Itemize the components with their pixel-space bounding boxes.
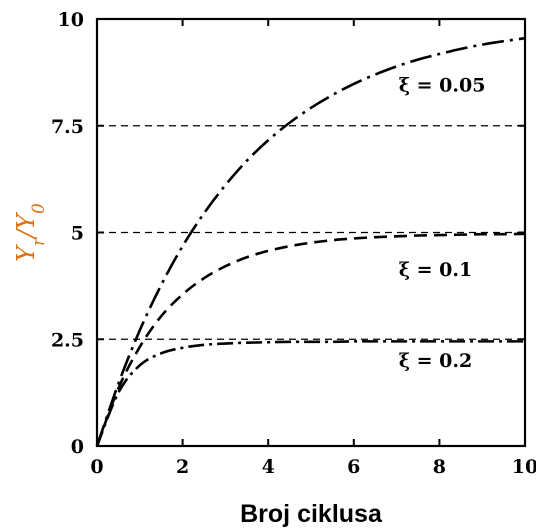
- y-tick-label: 10: [58, 9, 84, 31]
- series-line: [95, 36, 526, 447]
- x-tick-label: 8: [433, 456, 446, 478]
- x-tick-label: 6: [347, 456, 360, 478]
- series-line: [95, 340, 525, 447]
- x-tick-label: 10: [512, 456, 536, 478]
- series-annotations: ξ = 0.05 ξ = 0.1 ξ = 0.2: [399, 75, 486, 372]
- x-tick-label: 4: [262, 456, 275, 478]
- y-tick-label: 2.5: [51, 329, 84, 351]
- y-tick-label: 5: [71, 223, 84, 245]
- series-line: [95, 232, 526, 447]
- x-tick-label: 2: [176, 456, 189, 478]
- series-annotation: ξ = 0.2: [399, 350, 472, 372]
- y-tick-label: 7.5: [51, 116, 84, 138]
- y-axis-label: Yr/Y0: [12, 203, 49, 262]
- x-axis-label: Broj ciklusa: [240, 500, 383, 528]
- series-lines: [95, 36, 526, 447]
- axis-ticks: 0 2 4 6 8 10 0 2.5 5 7.5 10: [51, 9, 536, 478]
- y-tick-label: 0: [71, 436, 84, 458]
- series-annotation: ξ = 0.05: [399, 75, 486, 97]
- x-tick-label: 0: [90, 456, 103, 478]
- reference-lines: [97, 125, 525, 340]
- series-annotation: ξ = 0.1: [399, 259, 472, 281]
